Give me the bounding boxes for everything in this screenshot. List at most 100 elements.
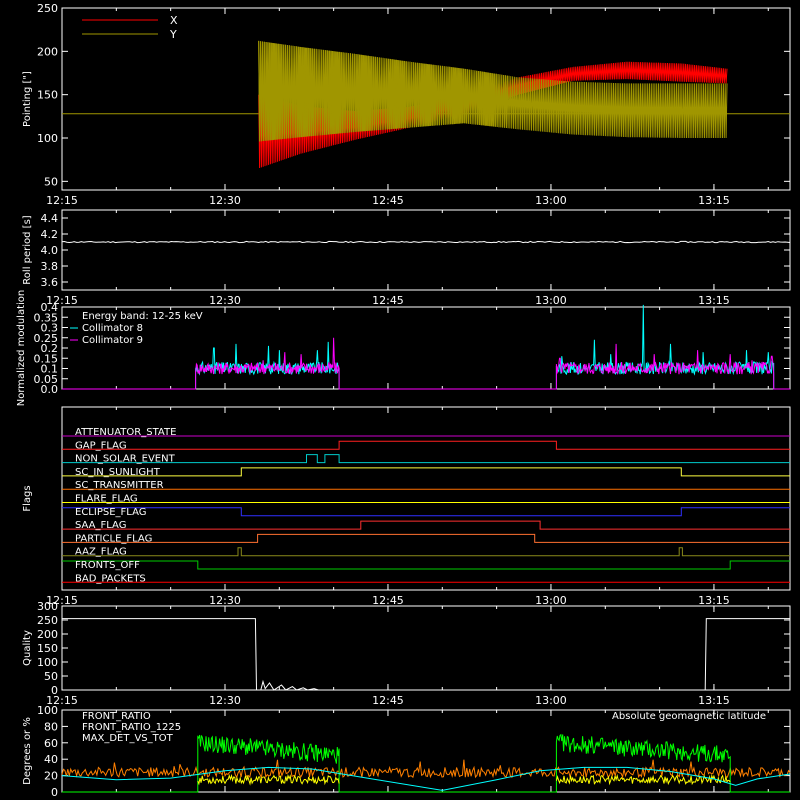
y-tick-label: 0.4: [41, 301, 59, 314]
x-tick-label: 13:15: [698, 694, 730, 707]
y-tick-label: 100: [37, 704, 58, 717]
pointing-panel: 12:15 12:30 12:45 13:00 13:15 50 100 150 200 250 P…: [22, 2, 791, 207]
y-tick-label: 0.2: [41, 342, 59, 355]
y-tick-label: 200: [37, 628, 58, 641]
series-front-ratio: [197, 773, 731, 786]
y-tick-label: 250: [37, 2, 58, 15]
legend-label: FRONT_RATIO_1225: [82, 722, 181, 733]
flag-label: SAA_FLAG: [75, 520, 126, 531]
flag-line-non-solar-event: [62, 454, 790, 464]
legend-label: Collimator 9: [82, 335, 143, 346]
y-tick-label: 40: [44, 753, 58, 766]
x-tick-label: 12:45: [372, 694, 404, 707]
quality-panel: 12:15 12:30 12:45 13:00 13:15 050100150200250…: [22, 600, 791, 707]
flag-label: ATTENUATOR_STATE: [75, 427, 176, 438]
quality-line: [62, 618, 790, 691]
flag-label: SC_IN_SUNLIGHT: [75, 467, 161, 478]
y-tick-label: 50: [44, 175, 58, 188]
flag-line-eclipse-flag: [62, 507, 790, 517]
y-tick-label: 0.15: [34, 352, 59, 365]
flag-line-fronts-off: [62, 560, 790, 570]
x-tick-label: 12:15: [46, 594, 78, 607]
x-tick-label: 13:15: [698, 294, 730, 307]
plot-frame: [61, 406, 791, 591]
legend-label: X: [170, 14, 178, 27]
legend-label: Collimator 8: [82, 323, 143, 334]
flag-line-saa-flag: [62, 520, 790, 530]
y-tick-label: 150: [37, 642, 58, 655]
y-tick-label: 0.0: [41, 383, 59, 396]
y-tick-label: 300: [37, 600, 58, 613]
y-tick-label: 0: [51, 786, 58, 799]
legend-label: MAX_DET_VS_TOT: [82, 733, 174, 744]
y-tick-label: 100: [37, 132, 58, 145]
modulation-panel: 0.00.050.10.150.20.250.30.350.4 Normalize…: [16, 290, 791, 407]
y-tick-label: 0: [51, 684, 58, 697]
y-tick-label: 4.2: [41, 228, 59, 241]
flag-label: GAP_FLAG: [75, 440, 127, 451]
y-tick-label: 80: [44, 720, 58, 733]
series-max-det-vs-tot: [61, 759, 791, 780]
flag-label: BAD_PACKETS: [75, 573, 146, 584]
legend-label: Y: [169, 28, 177, 41]
y-tick-label: 4.0: [41, 244, 59, 257]
y-axis-label: Roll period [s]: [22, 215, 33, 284]
y-tick-label: 50: [44, 670, 58, 683]
flags-panel: 12:15 12:30 12:45 13:00 13:15 Flags ATTENUATOR…: [22, 406, 791, 607]
y-tick-label: 3.8: [41, 260, 59, 273]
roll-period-panel: 12:15 12:30 12:45 13:00 13:15 3.6 3.8 4.0 4.2 4.4…: [22, 209, 791, 307]
flag-label: FRONTS_OFF: [75, 560, 140, 571]
pointing-series-y-overlay: [258, 40, 508, 142]
y-axis-label: Degrees or %: [22, 717, 33, 785]
y-tick-label: 60: [44, 737, 58, 750]
y-tick-label: 0.1: [41, 363, 59, 376]
x-tick-label: 12:30: [209, 594, 241, 607]
series-geomagnetic-latitude: [61, 766, 791, 791]
y-tick-label: 100: [37, 656, 58, 669]
x-tick-label: 12:30: [209, 294, 241, 307]
y-axis-label: Quality: [22, 630, 33, 666]
y-tick-label: 0.3: [41, 322, 59, 335]
x-tick-label: 13:15: [698, 194, 730, 207]
flag-label: FLARE_FLAG: [75, 494, 138, 505]
y-tick-label: 0.35: [34, 311, 59, 324]
x-tick-label: 13:00: [535, 294, 567, 307]
x-tick-label: 13:00: [535, 694, 567, 707]
modulation-series-collimator-9: [62, 337, 790, 390]
x-tick-label: 12:45: [372, 194, 404, 207]
x-tick-label: 13:15: [698, 594, 730, 607]
x-tick-label: 12:15: [46, 194, 78, 207]
y-tick-label: 3.6: [41, 276, 59, 289]
y-tick-label: 150: [37, 89, 58, 102]
y-tick-label: 250: [37, 614, 58, 627]
x-tick-label: 13:00: [535, 594, 567, 607]
y-tick-label: 4.4: [41, 212, 59, 225]
y-tick-label: 20: [44, 770, 58, 783]
plot-frame: [61, 209, 791, 291]
x-tick-label: 12:15: [46, 294, 78, 307]
y-tick-label: 0.05: [34, 373, 59, 386]
y-axis-label: Normalized modulation: [16, 290, 27, 407]
legend-label: FRONT_RATIO: [82, 711, 151, 722]
x-tick-label: 12:15: [46, 694, 78, 707]
roll-period-line: [61, 240, 791, 244]
flag-label: PARTICLE_FLAG: [75, 533, 152, 544]
x-tick-label: 12:30: [209, 694, 241, 707]
flag-line-aaz-flag: [62, 547, 790, 557]
legend-header: Energy band: 12-25 keV: [82, 311, 203, 322]
x-tick-label: 12:45: [372, 294, 404, 307]
flag-label: SC_TRANSMITTER: [75, 480, 164, 491]
y-axis-label: Pointing ["]: [22, 71, 33, 127]
flag-line-gap-flag: [62, 440, 790, 450]
geomag-panel: 0 20 40 60 80 100 Degrees or % FRONT_RATIOFRONT…: [22, 704, 791, 799]
plot-frame: [61, 7, 791, 191]
y-tick-label: 200: [37, 45, 58, 58]
flag-line-sc-in-sunlight: [62, 467, 790, 477]
flag-label: NON_SOLAR_EVENT: [75, 454, 176, 465]
annotation-geomag: Absolute geomagnetic latitude: [612, 711, 766, 722]
x-tick-label: 13:00: [535, 194, 567, 207]
series-front-ratio-1225: [62, 733, 790, 793]
x-tick-label: 12:30: [209, 194, 241, 207]
flag-line-particle-flag: [62, 533, 790, 543]
